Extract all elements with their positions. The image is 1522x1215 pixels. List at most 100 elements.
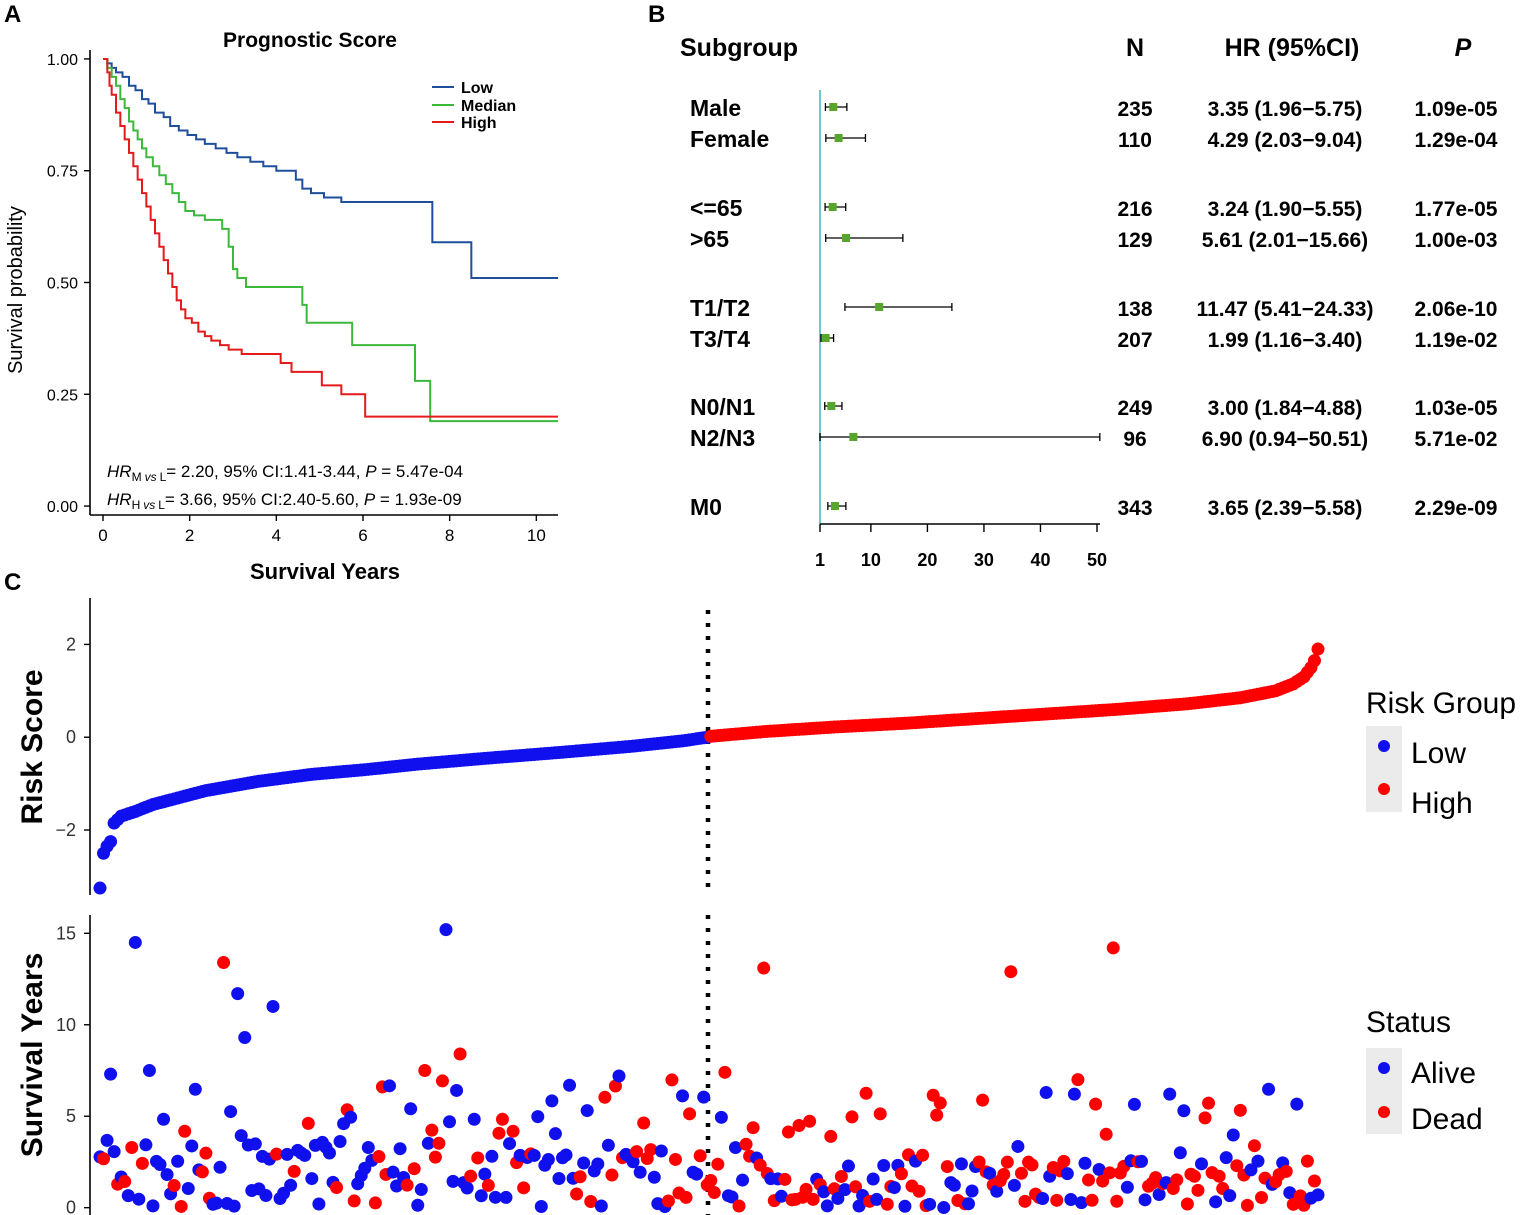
forest-hr-point — [842, 234, 851, 242]
survival-point-alive — [411, 1198, 425, 1212]
survival-y-tick-label: 10 — [56, 1015, 76, 1035]
survival-point-dead — [217, 956, 231, 970]
survival-point-alive — [923, 1197, 937, 1211]
survival-point-dead — [464, 1169, 478, 1183]
panel-label-b: B — [648, 1, 665, 28]
survival-point-alive — [227, 1199, 241, 1213]
survival-point-alive — [817, 1185, 831, 1199]
status-legend: Status Alive Dead — [1366, 1006, 1483, 1136]
survival-point-alive — [393, 1142, 407, 1156]
survival-point-dead — [1255, 1191, 1269, 1205]
survival-point-alive — [171, 1154, 185, 1168]
survival-point-alive — [128, 935, 142, 949]
status-legend-label-dead: Dead — [1411, 1103, 1483, 1136]
survival-point-alive — [594, 1199, 608, 1213]
forest-row: >65 129 5.61 (2.01−15.66) 1.00e-03 — [690, 226, 1497, 252]
risk-legend-label-low: Low — [1411, 737, 1466, 770]
survival-point-alive — [633, 1165, 647, 1179]
survival-point-alive — [1060, 1167, 1074, 1181]
survival-point-dead — [644, 1143, 658, 1157]
forest-row-n: 216 — [1117, 198, 1152, 221]
forest-row: Male 235 3.35 (1.96−5.75) 1.09e-05 — [690, 95, 1498, 121]
survival-point-alive — [1219, 1151, 1233, 1165]
survival-point-alive — [1078, 1156, 1092, 1170]
forest-row: T3/T4 207 1.99 (1.16−3.40) 1.19e-02 — [690, 326, 1497, 352]
forest-row: <=65 216 3.24 (1.90−5.55) 1.77e-05 — [690, 195, 1498, 221]
survival-point-alive — [541, 1153, 555, 1167]
forest-hr-point — [827, 402, 836, 410]
forest-row-hr: 3.65 (2.39−5.58) — [1208, 497, 1363, 520]
km-curves — [103, 57, 558, 423]
survival-point-alive — [139, 1138, 153, 1152]
risk-points — [93, 642, 1325, 895]
km-y-tick-label: 0.75 — [47, 164, 78, 181]
survival-point-dead — [492, 1126, 506, 1140]
survival-point-alive — [485, 1149, 499, 1163]
survival-point-dead — [97, 1152, 111, 1166]
forest-row-label: >65 — [690, 226, 729, 252]
survival-point-alive — [185, 1139, 199, 1153]
km-legend-label-median: Median — [461, 98, 516, 115]
km-x-tick-label: 0 — [98, 526, 107, 545]
km-annotation-hvsl: HRH vs L= 3.66, 95% CI:2.40-5.60, P = 1.93… — [107, 490, 462, 512]
survival-point-alive — [1244, 1163, 1258, 1177]
survival-point-dead — [1230, 1159, 1244, 1173]
survival-point-dead — [432, 1136, 446, 1150]
risk-y-tick-label: −2 — [55, 820, 76, 840]
survival-point-alive — [866, 1172, 880, 1186]
survival-point-dead — [873, 1107, 887, 1121]
survival-point-alive — [1127, 1097, 1141, 1111]
survival-point-alive — [870, 1192, 884, 1206]
forest-row-label: Male — [690, 95, 741, 121]
survival-point-alive — [499, 1190, 513, 1204]
risk-point-low — [93, 881, 107, 895]
forest-row-label: T1/T2 — [690, 295, 750, 321]
survival-point-dead — [757, 961, 771, 975]
survival-point-alive — [266, 999, 280, 1013]
survival-point-dead — [608, 1079, 622, 1093]
survival-point-alive — [534, 1200, 548, 1214]
survival-point-dead — [506, 1124, 520, 1138]
forest-row-n: 96 — [1123, 428, 1146, 451]
forest-row-n: 235 — [1117, 98, 1152, 121]
survival-point-alive — [259, 1189, 273, 1203]
survival-point-alive — [188, 1082, 202, 1096]
forest-row-hr: 1.99 (1.16−3.40) — [1208, 329, 1363, 352]
survival-point-alive — [213, 1160, 227, 1174]
survival-point-alive — [231, 987, 245, 1001]
forest-row-n: 129 — [1117, 229, 1152, 252]
risk-legend-title: Risk Group — [1366, 687, 1516, 720]
survival-point-dead — [1050, 1193, 1064, 1207]
survival-point-alive — [132, 1192, 146, 1206]
km-y-label: Survival probability — [5, 206, 27, 374]
forest-hr-point — [875, 303, 884, 311]
risk-point-high — [1307, 654, 1321, 668]
survival-point-dead — [894, 1167, 908, 1181]
survival-point-dead — [930, 1108, 944, 1122]
survival-point-dead — [400, 1178, 414, 1192]
survival-point-alive — [690, 1167, 704, 1181]
km-y-tick-label: 0.25 — [47, 387, 78, 404]
survival-point-dead — [435, 1074, 449, 1088]
status-legend-dot-dead — [1378, 1106, 1390, 1118]
survival-point-dead — [824, 1129, 838, 1143]
survival-point-dead — [368, 1196, 382, 1210]
forest-row-n: 138 — [1117, 298, 1152, 321]
survival-point-alive — [965, 1184, 979, 1198]
survival-point-dead — [1057, 1154, 1071, 1168]
forest-row-n: 110 — [1118, 129, 1152, 152]
survival-point-alive — [284, 1178, 298, 1192]
forest-row-hr: 3.00 (1.84−4.88) — [1208, 397, 1363, 420]
forest-row-label: T3/T4 — [690, 326, 750, 352]
survival-point-dead — [584, 1195, 598, 1209]
survival-point-dead — [1180, 1197, 1194, 1211]
survival-point-dead — [1202, 1096, 1216, 1110]
risk-point-low — [104, 835, 118, 849]
survival-point-dead — [849, 1180, 863, 1194]
survival-point-dead — [418, 1063, 432, 1077]
forest-row-p: 1.29e-04 — [1415, 129, 1498, 152]
survival-point-dead — [1018, 1194, 1032, 1208]
survival-point-alive — [1007, 1178, 1021, 1192]
survival-point-dead — [1025, 1158, 1039, 1172]
km-curve-median — [103, 57, 558, 423]
